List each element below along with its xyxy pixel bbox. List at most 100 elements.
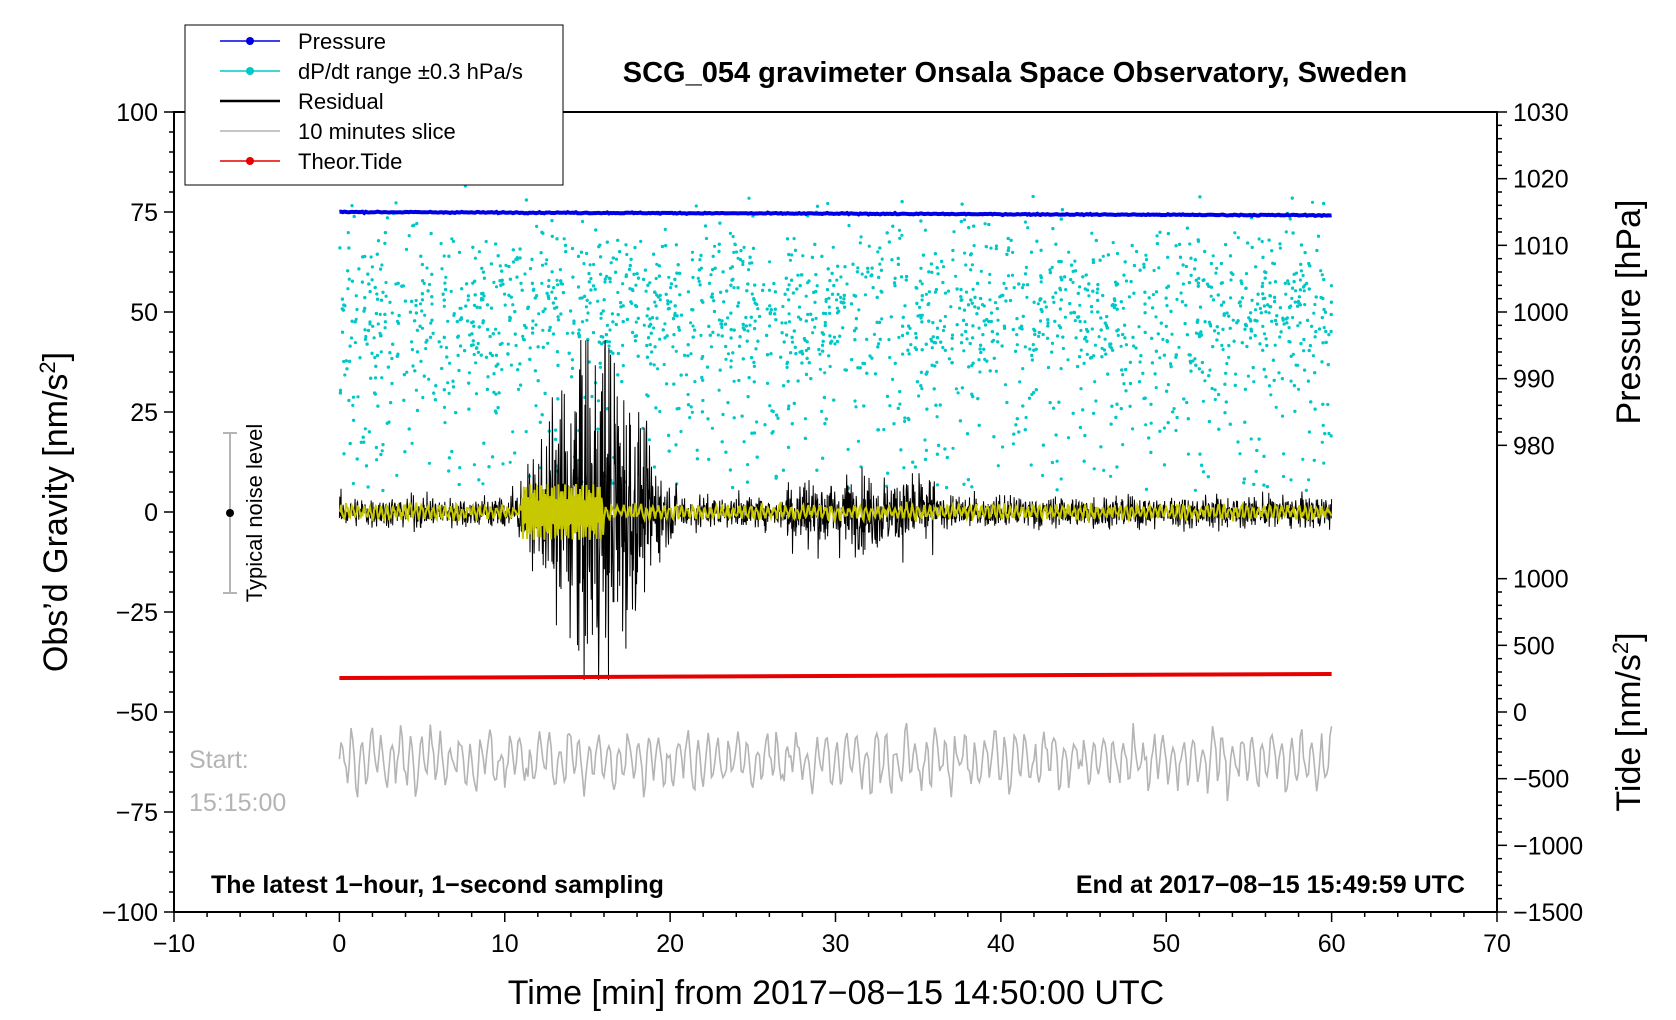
dpdt-point (427, 282, 432, 287)
dpdt-point (1299, 269, 1303, 273)
dpdt-point (847, 223, 851, 228)
dpdt-point (814, 316, 818, 320)
dpdt-point (1261, 292, 1265, 296)
dpdt-point (342, 359, 346, 364)
dpdt-point (831, 245, 835, 249)
dpdt-point (845, 282, 849, 286)
dpdt-point (1105, 325, 1109, 329)
dpdt-point (1149, 450, 1153, 454)
dpdt-point (1272, 262, 1277, 266)
dpdt-point (1310, 324, 1314, 328)
dpdt-point (597, 340, 601, 344)
dpdt-point (1069, 311, 1073, 315)
dpdt-point (403, 450, 407, 454)
dpdt-point (1099, 328, 1103, 332)
tide-tick-label: 1000 (1513, 566, 1569, 594)
dpdt-point (935, 360, 939, 364)
dpdt-point (821, 339, 825, 343)
dpdt-point (373, 285, 377, 290)
dpdt-point (1302, 337, 1306, 342)
dpdt-point (736, 286, 740, 290)
dpdt-point (625, 252, 629, 257)
dpdt-point (1228, 326, 1232, 330)
dpdt-point (1166, 232, 1170, 236)
dpdt-point (876, 250, 880, 254)
dpdt-point (624, 243, 628, 247)
dpdt-point (1149, 421, 1153, 425)
dpdt-point (596, 427, 600, 431)
dpdt-point (950, 361, 954, 365)
dpdt-point (1021, 404, 1025, 408)
dpdt-point (971, 324, 975, 328)
dpdt-point (1005, 400, 1009, 405)
dpdt-point (1147, 436, 1151, 440)
dpdt-point (981, 333, 985, 337)
dpdt-point (1179, 291, 1183, 295)
dpdt-point (385, 421, 389, 425)
dpdt-point (414, 303, 418, 308)
dpdt-point (481, 482, 485, 486)
dpdt-point (1018, 380, 1022, 384)
dpdt-point (611, 351, 615, 355)
dpdt-point (1291, 315, 1295, 320)
dpdt-point (946, 289, 951, 293)
dpdt-point (992, 356, 996, 360)
dpdt-point (933, 252, 938, 256)
dpdt-point (1254, 265, 1258, 269)
dpdt-point (570, 375, 574, 379)
dpdt-point (1224, 400, 1228, 404)
dpdt-point (355, 307, 359, 312)
dpdt-point (710, 295, 714, 299)
dpdt-point (712, 309, 717, 314)
dpdt-point (1115, 307, 1119, 311)
dpdt-point (547, 284, 551, 288)
dpdt-point (536, 379, 540, 383)
dpdt-point (1165, 389, 1169, 393)
dpdt-point (933, 290, 938, 294)
dpdt-point (1124, 367, 1128, 372)
dpdt-point (907, 324, 911, 328)
dpdt-point (1101, 293, 1105, 298)
dpdt-point (1059, 298, 1063, 302)
dpdt-point (653, 290, 657, 294)
dpdt-point (551, 301, 556, 305)
dpdt-point (1039, 276, 1043, 280)
dpdt-point (1207, 419, 1211, 424)
dpdt-point (704, 236, 709, 241)
dpdt-point (990, 330, 995, 334)
dpdt-point (423, 313, 427, 317)
dpdt-point (838, 334, 842, 338)
dpdt-point (1279, 330, 1283, 334)
dpdt-point (723, 322, 728, 326)
dpdt-point (528, 357, 532, 361)
dpdt-point (1083, 337, 1087, 341)
dpdt-point (579, 250, 584, 254)
tide-tick-label: 500 (1513, 632, 1555, 660)
dpdt-point (915, 301, 919, 305)
dpdt-point (1003, 383, 1008, 387)
dpdt-point (547, 296, 551, 300)
dpdt-point (1138, 268, 1142, 272)
dpdt-point (570, 366, 575, 370)
dpdt-point (649, 362, 653, 366)
dpdt-point (828, 279, 832, 283)
dpdt-point (786, 379, 790, 383)
dpdt-point (599, 312, 603, 316)
footer-right: End at 2017−08−15 15:49:59 UTC (1076, 871, 1465, 899)
dpdt-point (729, 365, 733, 369)
dpdt-point (636, 276, 641, 280)
dpdt-point (924, 292, 929, 296)
dpdt-point (854, 317, 859, 321)
dpdt-point (971, 336, 975, 340)
axis-ticks (164, 111, 1507, 922)
dpdt-point (1123, 260, 1127, 264)
dpdt-point (882, 427, 886, 432)
dpdt-point (1037, 330, 1041, 335)
dpdt-point (689, 405, 693, 409)
dpdt-point (616, 290, 620, 295)
dpdt-point (701, 398, 705, 403)
dpdt-point (440, 267, 444, 271)
dpdt-point (467, 371, 471, 375)
dpdt-point (1015, 343, 1019, 347)
dpdt-point (1096, 287, 1100, 291)
